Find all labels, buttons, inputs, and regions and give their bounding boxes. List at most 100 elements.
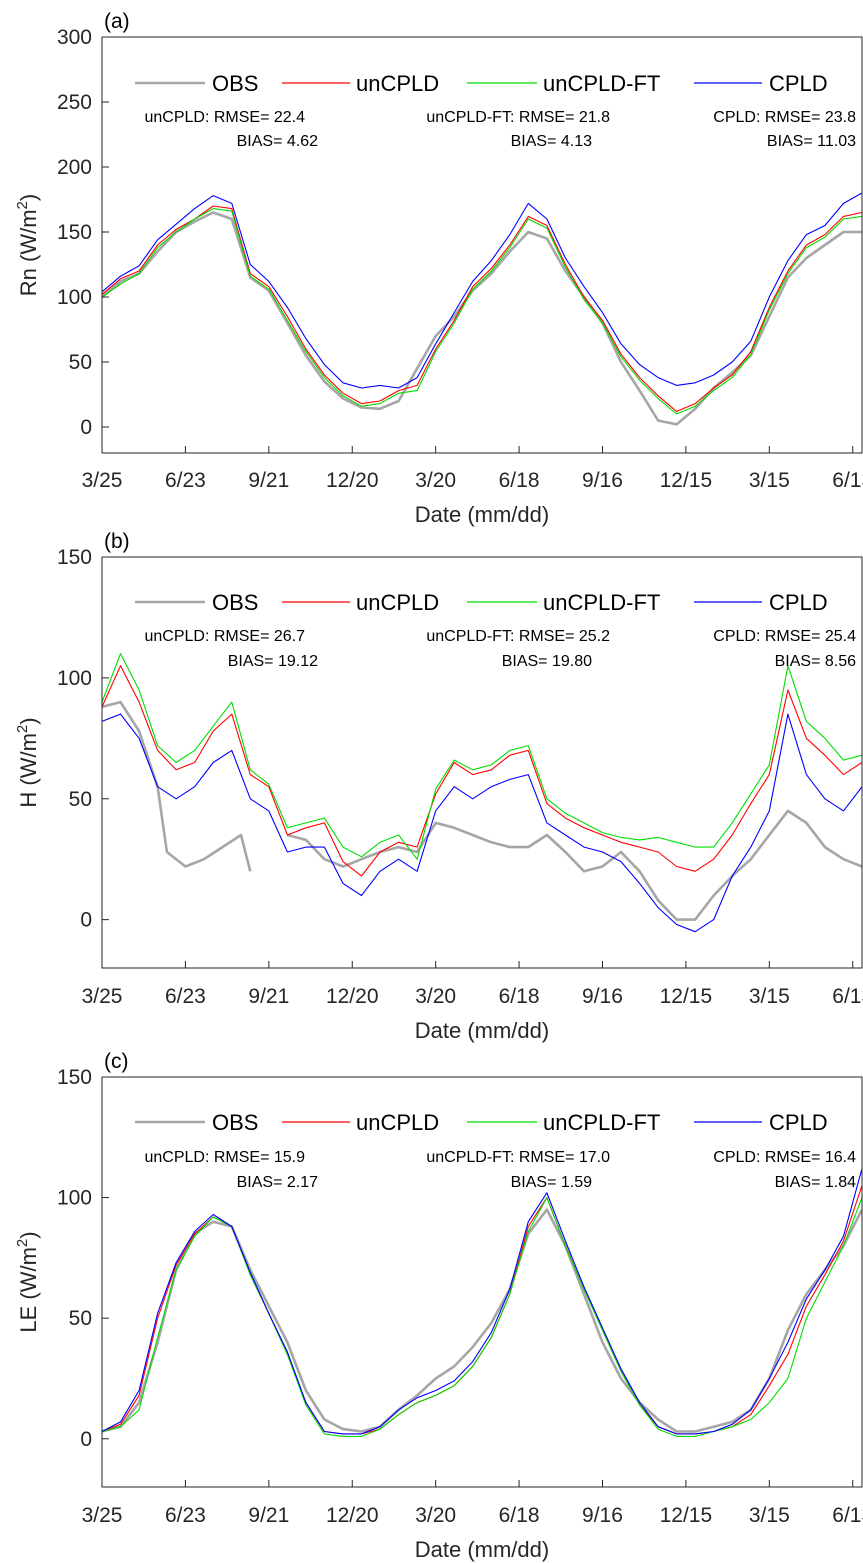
series-line-uncpld	[102, 205, 862, 412]
rmse-annotation: unCPLD-FT: RMSE= 17.0	[426, 1149, 610, 1166]
x-tick-label: 6/23	[165, 985, 206, 1008]
x-tick-label: 9/16	[582, 469, 623, 492]
rmse-annotation: unCPLD-FT: RMSE= 25.2	[426, 628, 610, 645]
legend-label-uncpld: unCPLD	[356, 71, 439, 96]
x-tick-label: 6/23	[165, 469, 206, 492]
bias-annotation: BIAS= 8.56	[775, 653, 856, 670]
series-line-cpld	[102, 192, 862, 389]
y-tick-label: 0	[80, 416, 92, 439]
x-tick-label: 12/20	[326, 985, 379, 1008]
x-tick-label: 6/13	[832, 469, 863, 492]
series-line-obs	[102, 1208, 862, 1433]
legend: OBS unCPLD unCPLD-FT CPLD	[135, 1110, 828, 1135]
x-tick-label: 12/20	[326, 1504, 379, 1527]
rmse-annotation: CPLD: RMSE= 16.4	[713, 1149, 856, 1166]
legend-label-uncpld-ft: unCPLD-FT	[543, 590, 660, 615]
x-tick-label: 3/15	[749, 1504, 790, 1527]
x-tick-label: 12/15	[660, 985, 713, 1008]
panel-2: 0 50 100 150 3/25 6/23 9/21 12/20 3/20 6/18 9/16 12…	[14, 530, 863, 1043]
series-line-obs	[102, 700, 862, 921]
rmse-annotation: unCPLD: RMSE= 26.7	[144, 628, 305, 645]
x-tick-label: 12/15	[660, 469, 713, 492]
legend-label-cpld: CPLD	[769, 590, 828, 615]
y-axis-label: LE (W/m2)	[14, 1231, 41, 1332]
y-tick-label: 50	[69, 788, 92, 811]
legend-label-cpld: CPLD	[769, 71, 828, 96]
y-tick-label: 250	[57, 91, 92, 114]
bias-annotation: BIAS= 4.13	[511, 133, 592, 150]
bias-annotation: BIAS= 1.84	[775, 1174, 856, 1191]
legend-label-cpld: CPLD	[769, 1110, 828, 1135]
x-tick-label: 3/20	[415, 1504, 456, 1527]
axes-box	[101, 1076, 863, 1488]
x-tick-label: 12/20	[326, 469, 379, 492]
rmse-annotation: unCPLD: RMSE= 15.9	[144, 1149, 305, 1166]
x-tick-label: 3/20	[415, 469, 456, 492]
legend-label-uncpld-ft: unCPLD-FT	[543, 1110, 660, 1135]
rmse-annotation: CPLD: RMSE= 25.4	[713, 628, 856, 645]
y-tick-label: 150	[57, 1066, 92, 1089]
axes-box	[101, 556, 863, 969]
panel-label: (c)	[104, 1050, 129, 1073]
series-line-cpld	[102, 1168, 862, 1435]
bias-annotation: BIAS= 19.80	[502, 653, 592, 670]
bias-annotation: BIAS= 19.12	[228, 653, 318, 670]
x-tick-label: 9/16	[582, 985, 623, 1008]
x-tick-label: 3/25	[82, 1504, 123, 1527]
bias-annotation: BIAS= 2.17	[237, 1174, 318, 1191]
bias-annotation: BIAS= 1.59	[511, 1174, 592, 1191]
x-tick-label: 6/13	[832, 1504, 863, 1527]
y-axis-label: H (W/m2)	[14, 717, 41, 807]
x-tick-label: 9/21	[248, 1504, 289, 1527]
y-tick-label: 0	[80, 909, 92, 932]
legend: OBS unCPLD unCPLD-FT CPLD	[135, 71, 828, 96]
x-tick-label: 9/21	[248, 469, 289, 492]
legend-label-obs: OBS	[212, 590, 258, 615]
x-tick-label: 3/20	[415, 985, 456, 1008]
legend-label-uncpld: unCPLD	[356, 1110, 439, 1135]
series-group	[102, 1168, 862, 1437]
y-tick-label: 150	[57, 546, 92, 569]
x-tick-label: 3/15	[749, 985, 790, 1008]
x-tick-label: 9/16	[582, 1504, 623, 1527]
legend: OBS unCPLD unCPLD-FT CPLD	[135, 590, 828, 615]
axes-box	[101, 36, 863, 454]
legend-label-uncpld-ft: unCPLD-FT	[543, 71, 660, 96]
rmse-annotation: CPLD: RMSE= 23.8	[713, 109, 856, 126]
y-tick-label: 0	[80, 1428, 92, 1451]
panel-label: (b)	[104, 530, 130, 553]
y-tick-label: 200	[57, 156, 92, 179]
y-tick-label: 100	[57, 1187, 92, 1210]
x-axis-label: Date (mm/dd)	[415, 1018, 549, 1043]
x-tick-label: 3/15	[749, 469, 790, 492]
series-line-uncpld-ft	[102, 1197, 862, 1437]
series-line-uncpld-ft	[102, 653, 862, 860]
x-tick-label: 12/15	[660, 1504, 713, 1527]
rmse-annotation: unCPLD-FT: RMSE= 21.8	[426, 109, 610, 126]
panel-1: 0 50 100 150 200 250 300 3/25 6/23 9/21 12/20 3/20 6…	[14, 10, 863, 527]
series-line-cpld	[102, 713, 862, 933]
y-tick-label: 100	[57, 286, 92, 309]
y-axis-label: Rn (W/m2)	[14, 194, 41, 296]
x-tick-label: 6/18	[499, 469, 540, 492]
panel-label: (a)	[104, 10, 130, 33]
y-tick-label: 150	[57, 221, 92, 244]
x-tick-label: 6/23	[165, 1504, 206, 1527]
x-tick-label: 9/21	[248, 985, 289, 1008]
series-line-obs	[102, 211, 862, 426]
legend-label-obs: OBS	[212, 71, 258, 96]
x-axis-label: Date (mm/dd)	[415, 502, 549, 527]
x-tick-label: 6/18	[499, 1504, 540, 1527]
y-tick-label: 100	[57, 667, 92, 690]
series-group	[102, 653, 862, 933]
bias-annotation: BIAS= 11.03	[767, 133, 856, 150]
series-group	[102, 192, 862, 426]
y-tick-label: 300	[57, 26, 92, 49]
legend-label-obs: OBS	[212, 1110, 258, 1135]
bias-annotation: BIAS= 4.62	[237, 133, 318, 150]
y-tick-label: 50	[69, 351, 92, 374]
series-line-uncpld	[102, 665, 862, 877]
x-tick-label: 3/25	[82, 469, 123, 492]
series-line-uncpld-ft	[102, 208, 862, 415]
